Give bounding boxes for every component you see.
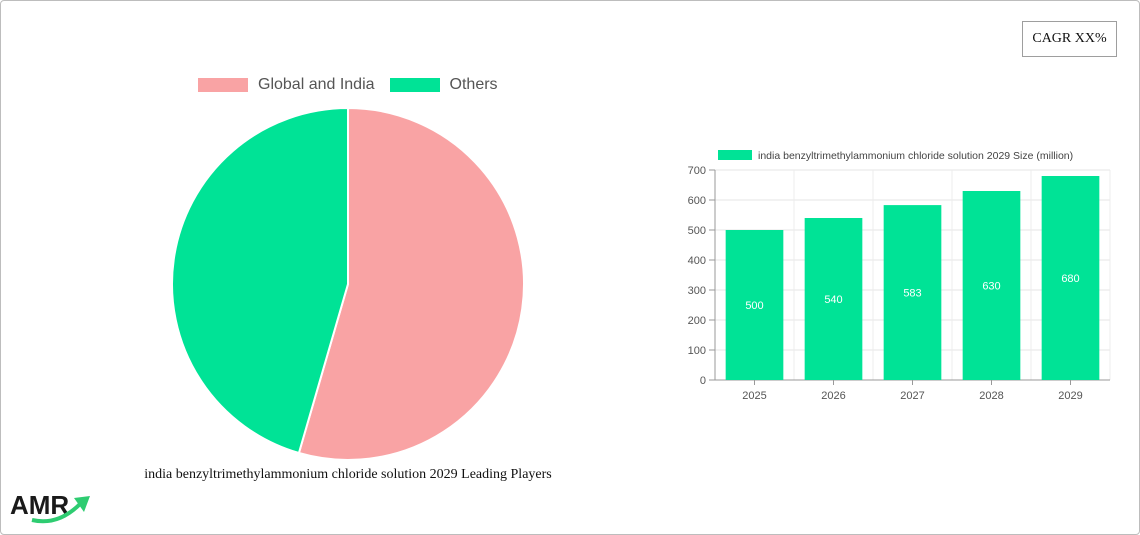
bar-legend[interactable]: india benzyltrimethylammonium chloride s… [718, 150, 1073, 162]
bar-value-label: 540 [824, 294, 842, 306]
legend-swatch-others [389, 78, 440, 92]
y-tick-label: 100 [688, 345, 706, 357]
amr-logo: AMR [10, 490, 90, 524]
bar-value-label: 630 [982, 281, 1000, 293]
y-tick-label: 0 [700, 375, 706, 387]
bar-2025[interactable] [725, 230, 784, 380]
bar-value-label: 500 [745, 300, 763, 312]
legend-label-global-and-india: Global and India [258, 76, 375, 93]
legend-label-others: Others [449, 76, 498, 93]
legend-item-global-and-india[interactable]: Global and India [198, 76, 375, 94]
y-tick-label: 600 [688, 195, 706, 207]
y-tick-label: 200 [688, 315, 706, 327]
logo-arrow-icon [74, 496, 90, 512]
y-tick-label: 700 [688, 165, 706, 177]
y-tick-label: 500 [688, 225, 706, 237]
pie-slice-others[interactable] [171, 106, 349, 455]
bar-value-label: 583 [903, 288, 921, 300]
pie-caption: india benzyltrimethylammonium chloride s… [144, 467, 552, 482]
bar-2026[interactable] [804, 218, 863, 380]
x-tick-label: 2029 [1058, 390, 1082, 402]
x-tick-label: 2027 [900, 390, 924, 402]
pie-legend: Global and India Others [198, 76, 513, 94]
bar-legend-swatch [718, 150, 752, 160]
bar-2029[interactable] [1041, 176, 1100, 380]
cagr-badge: CAGR XX% [1022, 21, 1117, 57]
bar-2028[interactable] [962, 191, 1021, 380]
bar-legend-label: india benzyltrimethylammonium chloride s… [758, 150, 1073, 162]
legend-item-others[interactable]: Others [389, 76, 498, 94]
y-tick-label: 400 [688, 255, 706, 267]
logo-text: AMR [10, 490, 69, 520]
pie-chart [171, 106, 525, 461]
bar-2027[interactable] [883, 205, 942, 380]
bar-chart: india benzyltrimethylammonium chloride s… [688, 150, 1111, 402]
y-tick-label: 300 [688, 285, 706, 297]
bar-value-label: 680 [1061, 273, 1079, 285]
x-tick-label: 2025 [742, 390, 766, 402]
legend-swatch-global-and-india [198, 78, 248, 92]
logo-swoosh [31, 502, 82, 524]
pie-slice-global-and-india[interactable] [297, 106, 525, 461]
x-tick-label: 2026 [821, 390, 845, 402]
x-tick-label: 2028 [979, 390, 1003, 402]
